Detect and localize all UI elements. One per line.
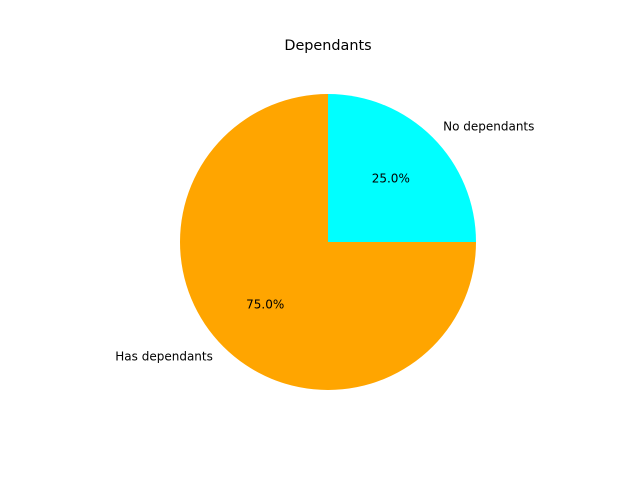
chart-title: Dependants xyxy=(284,38,371,54)
slice-label-0: No dependants xyxy=(443,119,534,133)
pie-labels: No dependants 25.0% Has dependants 75.0% xyxy=(115,119,534,363)
slice-label-1: Has dependants xyxy=(115,350,213,364)
percent-label-1: 75.0% xyxy=(246,297,284,311)
pie-slices xyxy=(180,94,476,390)
pie-slice-1 xyxy=(180,94,476,390)
percent-label-0: 25.0% xyxy=(372,172,410,186)
pie-slice-0 xyxy=(328,94,476,242)
